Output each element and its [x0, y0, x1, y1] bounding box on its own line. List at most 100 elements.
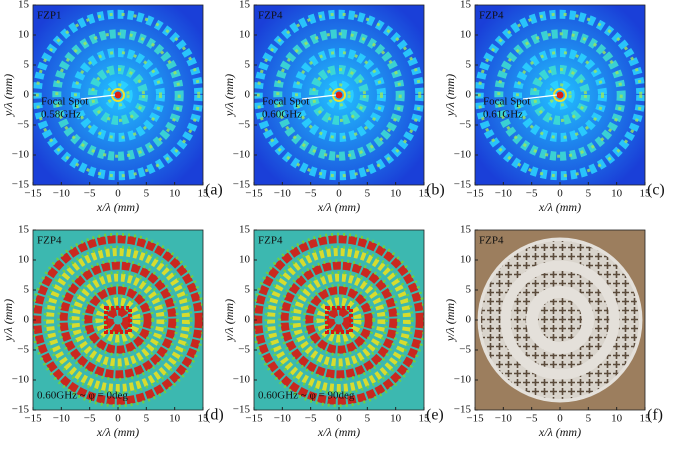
field-map: [254, 5, 424, 185]
y-tick-label: 5: [24, 59, 30, 71]
x-tick-label: −10: [495, 413, 513, 425]
x-tick-label: −15: [466, 188, 484, 200]
x-tick-label: 10: [169, 188, 181, 200]
x-axis-label: x/λ (mm): [538, 200, 581, 214]
x-tick-label: 15: [640, 413, 652, 425]
ring: [69, 271, 167, 369]
panel-title: FZP1: [37, 10, 61, 22]
x-tick-label: −15: [245, 413, 263, 425]
x-tick-label: −15: [466, 413, 484, 425]
field-map: [254, 230, 424, 410]
annotation: 0.60GHz: [262, 109, 302, 121]
panel: −15 −10 −5 0 5 10 15 −15 −10 −5 0 5 10 15 x/λ (mm) y/λ …: [222, 224, 444, 439]
x-tick-label: 5: [144, 188, 150, 200]
y-tick-label: −10: [454, 149, 472, 161]
x-tick-label: −5: [84, 188, 96, 200]
ring: [267, 248, 411, 392]
y-tick-label: −5: [459, 119, 471, 131]
x-axis-label: x/λ (mm): [96, 425, 139, 439]
y-tick-label: 15: [460, 224, 472, 236]
pointer: [301, 94, 337, 100]
annotation: 0.58GHz: [41, 109, 81, 121]
ring: [276, 32, 402, 158]
y-tick-label: 10: [460, 29, 472, 41]
ring: [256, 12, 422, 178]
x-axis-label: x/λ (mm): [317, 425, 360, 439]
ring: [305, 286, 373, 354]
ring: [516, 51, 604, 139]
ring: [33, 232, 203, 408]
x-tick-label: 15: [198, 413, 210, 425]
ring: [33, 235, 203, 405]
x-tick-label: −5: [305, 413, 317, 425]
ring: [92, 294, 144, 346]
ring: [57, 259, 179, 381]
x-tick-label: 15: [198, 188, 210, 200]
y-tick-label: 0: [466, 89, 472, 101]
focal-spot: [335, 91, 343, 99]
y-axis-label: y/λ (mm): [222, 299, 236, 342]
ring: [302, 283, 376, 357]
x-tick-label: −15: [245, 188, 263, 200]
y-tick-label: 5: [245, 284, 251, 296]
x-tick-label: 15: [640, 188, 652, 200]
y-tick-label: 5: [245, 59, 251, 71]
panel-label: (c): [647, 182, 665, 199]
ring: [71, 273, 165, 367]
x-tick-label: 0: [557, 188, 563, 200]
y-tick-label: 15: [460, 0, 472, 11]
zone: [537, 297, 583, 343]
x-tick-label: 0: [557, 413, 563, 425]
x-tick-label: −5: [84, 413, 96, 425]
ring: [254, 235, 424, 405]
x-tick-label: −5: [526, 413, 538, 425]
panel-title: FZP4: [258, 10, 283, 22]
x-axis-label: x/λ (mm): [96, 200, 139, 214]
annotation: Focal Spot: [41, 96, 88, 108]
ring: [91, 68, 145, 122]
y-tick-label: 10: [460, 254, 472, 266]
y-tick-label: 15: [239, 224, 251, 236]
field-map: [475, 230, 645, 410]
ring: [278, 259, 400, 381]
ring: [95, 297, 141, 343]
y-tick-label: −5: [17, 344, 29, 356]
ring: [264, 245, 414, 395]
ring: [295, 51, 383, 139]
y-tick-label: −5: [238, 344, 250, 356]
y-tick-label: 0: [466, 314, 472, 326]
ring: [280, 261, 398, 379]
annotation: 0.60GHz ~ φ = 90deg: [258, 390, 355, 402]
x-tick-label: 15: [419, 413, 431, 425]
y-tick-label: −10: [454, 374, 472, 386]
panel-title: FZP4: [37, 235, 62, 247]
y-tick-label: 10: [239, 29, 251, 41]
ring: [292, 273, 386, 367]
y-tick-label: −10: [233, 149, 251, 161]
panel: −15 −10 −5 0 5 10 15 −15 −10 −5 0 5 10 15 x/λ (mm) y/λ …: [222, 0, 445, 214]
ring: [35, 12, 201, 178]
ring: [313, 294, 365, 346]
focal-spot: [556, 91, 564, 99]
core: [104, 306, 132, 334]
x-tick-label: 10: [611, 413, 623, 425]
annotation: 0.61GHz: [483, 109, 523, 121]
x-tick-label: 0: [336, 413, 342, 425]
y-axis-label: y/λ (mm): [1, 299, 15, 342]
x-tick-label: −5: [305, 188, 317, 200]
y-axis-label: y/λ (mm): [222, 74, 236, 117]
ring: [106, 83, 130, 107]
y-axis-label: y/λ (mm): [443, 299, 457, 342]
panel-label: (d): [205, 407, 224, 424]
panel-title: FZP4: [479, 235, 504, 247]
x-tick-label: 10: [390, 188, 402, 200]
panel: −15 −10 −5 0 5 10 15 −15 −10 −5 0 5 10 15 x/λ (mm) y/λ …: [1, 0, 223, 214]
y-tick-label: 10: [239, 254, 251, 266]
annotation: Focal Spot: [483, 96, 530, 108]
x-axis-label: x/λ (mm): [538, 425, 581, 439]
y-tick-label: 15: [239, 0, 251, 11]
y-tick-label: −15: [233, 179, 251, 191]
field-map: [33, 5, 203, 185]
panel-label: (a): [205, 182, 223, 199]
